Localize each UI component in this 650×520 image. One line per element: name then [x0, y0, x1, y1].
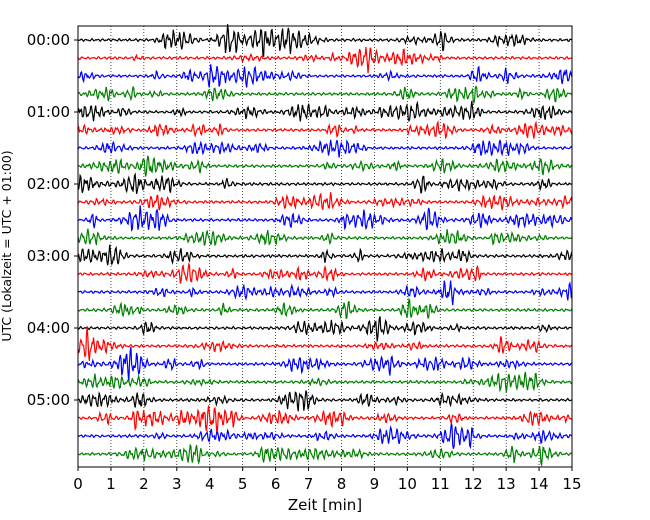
y-tick-label-3: 03:00: [27, 247, 70, 265]
y-tick-label-0: 00:00: [27, 31, 70, 49]
x-tick-label-15: 15: [562, 475, 581, 493]
trace-14: [77, 280, 573, 306]
y-tick-label-2: 02:00: [27, 175, 70, 193]
x-tick-label-13: 13: [497, 475, 516, 493]
trace-2: [77, 64, 573, 88]
x-axis-title: Zeit [min]: [288, 496, 362, 514]
trace-18: [77, 346, 573, 382]
trace-6: [77, 139, 573, 158]
x-tick-label-6: 6: [271, 475, 281, 493]
x-tick-label-1: 1: [106, 475, 116, 493]
x-tick-label-9: 9: [370, 475, 380, 493]
trace-3: [77, 85, 573, 105]
trace-12: [77, 244, 573, 266]
trace-11: [77, 228, 573, 247]
trace-23: [77, 443, 573, 468]
plot-background: [78, 26, 572, 467]
trace-13: [77, 262, 573, 284]
x-tick-label-11: 11: [431, 475, 450, 493]
x-axis-ticks: 0 1 2 3 4 5 6 7 8 9 10 11 12 13 14 15: [73, 467, 582, 493]
y-tick-label-1: 01:00: [27, 103, 70, 121]
x-tick-label-8: 8: [337, 475, 347, 493]
x-tick-label-7: 7: [304, 475, 314, 493]
x-tick-label-5: 5: [238, 475, 248, 493]
trace-19: [77, 371, 573, 393]
trace-20: [77, 390, 573, 412]
trace-17: [77, 326, 573, 361]
trace-15: [77, 297, 573, 320]
y-tick-label-5: 05:00: [27, 391, 70, 409]
y-axis-title: UTC (Lokalzeit = UTC + 01:00): [0, 150, 14, 341]
trace-0: [77, 24, 573, 57]
trace-16: [77, 316, 573, 342]
x-tick-label-0: 0: [73, 475, 83, 493]
plot-frame: [77, 25, 573, 468]
trace-10: [77, 205, 573, 232]
x-tick-label-4: 4: [205, 475, 215, 493]
x-tick-label-3: 3: [172, 475, 182, 493]
x-tick-label-10: 10: [398, 475, 417, 493]
trace-7: [77, 155, 573, 177]
trace-9: [77, 192, 573, 211]
y-axis-ticks: 00:00 01:00 02:00 03:00 04:00 05:00: [27, 31, 78, 409]
trace-4: [77, 100, 573, 123]
trace-21: [77, 405, 573, 435]
trace-1: [77, 47, 573, 74]
trace-group: [77, 24, 573, 468]
trace-5: [77, 120, 573, 140]
x-tick-label-12: 12: [464, 475, 483, 493]
trace-22: [77, 423, 573, 450]
x-tick-label-2: 2: [139, 475, 149, 493]
y-tick-label-4: 04:00: [27, 319, 70, 337]
trace-8: [77, 172, 573, 195]
x-tick-label-14: 14: [530, 475, 549, 493]
